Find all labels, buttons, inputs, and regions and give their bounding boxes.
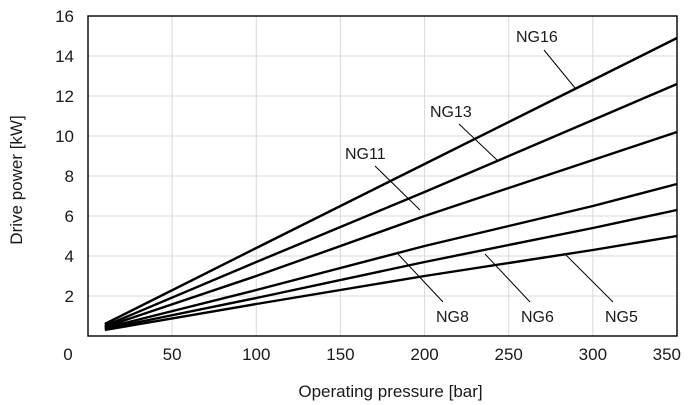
leader-line-ng8: [397, 253, 444, 303]
series-label-ng8: NG8: [436, 309, 469, 326]
y-tick-label: 2: [65, 287, 74, 306]
y-tick-labels: 2 4 6 8 10 12 14 16: [55, 7, 74, 306]
x-tick-label: 50: [163, 345, 182, 364]
y-tick-label: 12: [55, 87, 74, 106]
x-tick-label: 200: [410, 345, 438, 364]
y-tick-label: 16: [55, 7, 74, 26]
leader-line-ng6: [484, 253, 531, 303]
x-tick-label: 100: [242, 345, 270, 364]
x-tick-labels: 0 50 100 150 200 250 300 350: [63, 345, 681, 364]
x-tick-label: 350: [653, 345, 681, 364]
series-line-ng5: [104, 234, 678, 332]
y-axis-label: Drive power [kW]: [7, 115, 26, 244]
x-tick-label: 250: [495, 345, 523, 364]
series-label-ng11: NG11: [345, 146, 386, 163]
series-label-ng6: NG6: [521, 309, 554, 326]
leader-line-ng11: [374, 165, 421, 211]
grid: [88, 16, 677, 336]
series-label-ng16: NG16: [516, 29, 558, 46]
leader-line-ng16: [543, 49, 576, 89]
y-tick-label: 14: [55, 47, 74, 66]
series-line-ng13: [104, 82, 678, 328]
series-label-leaders: [374, 49, 614, 303]
series-line-ng11: [104, 130, 678, 329]
y-tick-label: 10: [55, 127, 74, 146]
series-label-ng5: NG5: [605, 309, 638, 326]
series-line-ng16: [104, 36, 678, 326]
series-line-ng8: [104, 182, 678, 330]
leader-line-ng13: [458, 123, 498, 161]
x-tick-label: 150: [326, 345, 354, 364]
y-tick-label: 6: [65, 207, 74, 226]
x-tick-label: 0: [63, 345, 72, 364]
series-lines: [104, 36, 678, 332]
plot-area-frame: [87, 15, 678, 337]
y-tick-label: 4: [65, 247, 74, 266]
leader-line-ng5: [564, 253, 614, 303]
y-tick-label: 8: [65, 167, 74, 186]
x-axis-label: Operating pressure [bar]: [298, 382, 482, 401]
x-tick-label: 300: [579, 345, 607, 364]
series-line-ng6: [104, 208, 678, 331]
series-label-ng13: NG13: [430, 104, 472, 121]
series-labels: NG16 NG13 NG11 NG8 NG6 NG5: [345, 29, 638, 326]
